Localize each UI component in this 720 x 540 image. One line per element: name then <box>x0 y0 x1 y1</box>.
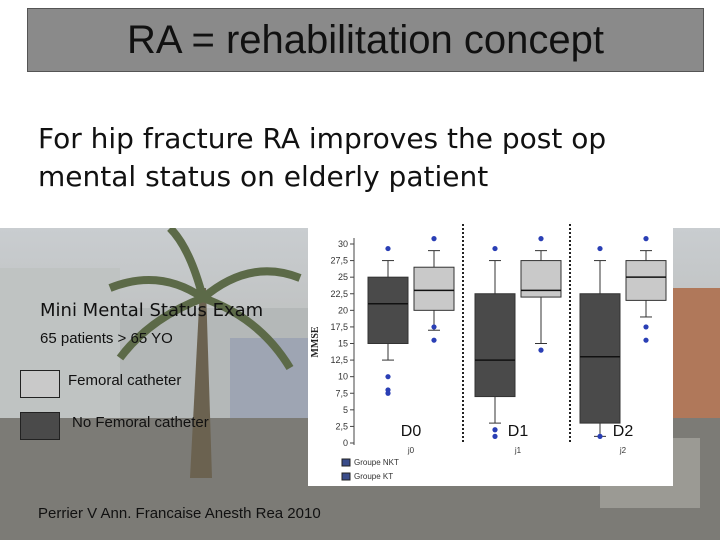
extreme-point <box>385 245 391 252</box>
box-nkt <box>474 293 516 398</box>
chart-subheading: 65 patients > 65 YO <box>40 330 173 347</box>
chart-legend-swatch <box>341 472 351 481</box>
outlier-point <box>431 324 437 330</box>
box-kt <box>625 260 667 301</box>
y-tick-label: 27,5 <box>330 256 348 266</box>
y-tick-label: 30 <box>338 239 348 249</box>
outlier-point <box>492 433 498 439</box>
y-tick-label: 2,5 <box>335 421 348 431</box>
y-tick-label: 0 <box>343 438 348 448</box>
box-kt <box>520 260 562 298</box>
reference-citation: Perrier V Ann. Francaise Anesth Rea 2010 <box>38 505 321 522</box>
y-tick-label: 17,5 <box>330 322 348 332</box>
extreme-point <box>492 245 498 252</box>
y-tick-label: 25 <box>338 272 348 282</box>
y-tick-label: 12,5 <box>330 355 348 365</box>
y-tick-label: 7,5 <box>335 388 348 398</box>
box-plot-chart: 0 2,5 5 7,5 10 12,5 15 17,5 20 22,5 25 27,5 30 MMSE j0… <box>308 224 673 486</box>
extreme-point <box>597 245 603 252</box>
slide-subtitle: For hip fracture RA improves the post op… <box>38 122 607 193</box>
y-tick-label: 22,5 <box>330 289 348 299</box>
y-tick-label: 15 <box>338 339 348 349</box>
x-tick-label: j0 <box>407 446 415 455</box>
category-overlay-label: D0 <box>401 423 422 440</box>
outlier-point <box>538 347 544 353</box>
outlier-point <box>431 337 437 343</box>
outlier-point <box>385 387 391 393</box>
outlier-point <box>597 433 603 439</box>
legend-label-light: Femoral catheter <box>68 372 182 389</box>
x-tick-label: j1 <box>514 446 522 455</box>
outlier-point <box>385 374 391 380</box>
box-plot-svg: 0 2,5 5 7,5 10 12,5 15 17,5 20 22,5 25 27,5 30 MMSE j0… <box>310 224 667 481</box>
chart-heading: Mini Mental Status Exam <box>40 300 264 321</box>
chart-legend-label: Groupe KT <box>354 472 393 481</box>
outlier-point <box>643 324 649 330</box>
x-tick-label: j2 <box>619 446 627 455</box>
y-axis-label: MMSE <box>310 326 321 357</box>
slide-title-box: RA = rehabilitation concept <box>27 8 704 72</box>
chart-legend-swatch <box>341 458 351 467</box>
category-overlay-label: D1 <box>508 423 529 440</box>
y-tick-label: 5 <box>343 405 348 415</box>
legend-swatch-light <box>20 370 60 398</box>
outlier-point <box>643 337 649 343</box>
box-kt <box>413 266 455 311</box>
slide-title: RA = rehabilitation concept <box>127 17 604 62</box>
extreme-point <box>431 236 437 242</box>
extreme-point <box>643 236 649 242</box>
box-nkt <box>579 293 621 424</box>
category-overlay-label: D2 <box>613 423 634 440</box>
box-nkt <box>367 276 409 345</box>
legend-label-dark: No Femoral catheter <box>72 414 209 431</box>
y-tick-label: 20 <box>338 305 348 315</box>
chart-legend-label: Groupe NKT <box>354 458 399 467</box>
outlier-point <box>492 427 498 433</box>
y-tick-label: 10 <box>338 372 348 382</box>
extreme-point <box>538 236 544 242</box>
legend-swatch-dark <box>20 412 60 440</box>
